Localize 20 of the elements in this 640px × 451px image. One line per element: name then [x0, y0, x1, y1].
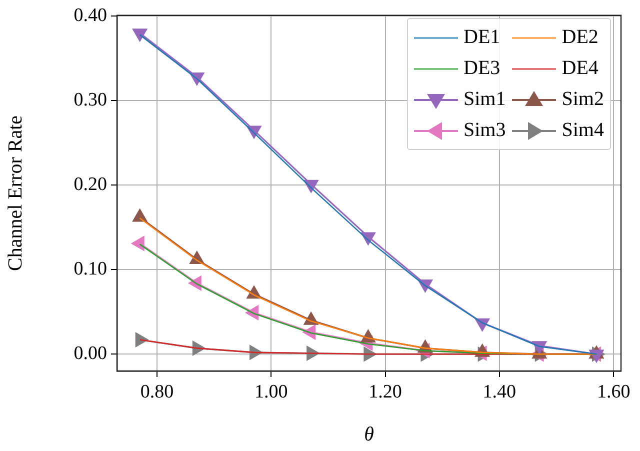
x-tick-label: 1.20	[368, 381, 402, 402]
y-axis-title: Channel Error Rate	[4, 115, 26, 271]
legend-label: DE1	[464, 26, 500, 49]
y-tick-label: 0.10	[74, 258, 107, 280]
x-tick-label: 0.80	[140, 381, 174, 402]
x-tick-label: 1.40	[482, 381, 516, 402]
y-tick-label: 0.30	[74, 90, 107, 111]
legend-label: DE4	[562, 57, 598, 80]
legend-label: Sim2	[562, 88, 604, 111]
legend-label: DE2	[562, 26, 598, 49]
legend-label: DE3	[464, 57, 500, 80]
legend-label: Sim3	[464, 119, 506, 142]
y-tick-label: 0.00	[74, 343, 107, 364]
legend-label: Sim1	[464, 88, 506, 111]
legend-label: Sim4	[562, 119, 604, 142]
x-tick-label: 1.60	[596, 381, 630, 402]
x-tick-label: 1.00	[254, 381, 288, 402]
x-axis-title: θ	[364, 423, 374, 446]
y-tick-label: 0.20	[74, 174, 107, 196]
y-tick-label: 0.40	[74, 5, 107, 26]
